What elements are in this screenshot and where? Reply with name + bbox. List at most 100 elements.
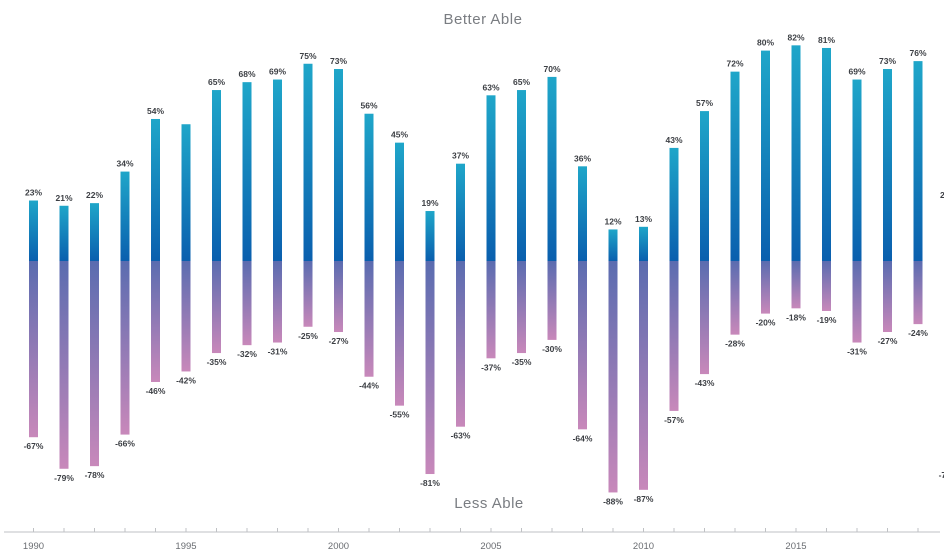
data-label-positive: 56%: [360, 101, 377, 111]
bar-negative: [639, 261, 648, 490]
bar-positive: [120, 171, 130, 261]
data-label-positive: 72%: [726, 59, 743, 69]
bar-negative: [669, 261, 679, 411]
data-label-positive: 12%: [604, 216, 621, 226]
data-label-positive: 22%: [940, 190, 944, 200]
bar-positive: [456, 163, 465, 261]
data-label-negative: -24%: [908, 328, 928, 338]
bar-negative: [913, 261, 923, 325]
data-label-positive: 43%: [665, 135, 682, 145]
data-label-negative: -28%: [725, 339, 745, 349]
data-label-negative: -20%: [756, 318, 776, 328]
x-tick-label: 1995: [175, 541, 196, 552]
data-label-positive: 82%: [787, 32, 804, 42]
bar-negative: [212, 261, 221, 354]
bar-positive: [852, 79, 862, 261]
bar-negative: [730, 261, 740, 335]
data-label-negative: -35%: [512, 357, 532, 367]
bottom-label: Less Able: [454, 495, 524, 512]
data-label-negative: -67%: [24, 441, 44, 451]
data-label-negative: -78%: [939, 470, 944, 480]
bars-group: 23% -67% 21% -79% 22% -78% 34% -66% 54% -46% -42% 6…: [24, 32, 944, 506]
bar-positive: [181, 124, 191, 262]
data-label-positive: 37%: [452, 151, 469, 161]
bar-negative: [395, 261, 404, 406]
bar-positive: [700, 111, 709, 261]
data-label-negative: -31%: [847, 347, 867, 357]
bar-negative: [761, 261, 770, 314]
x-tick-label: 2000: [328, 541, 349, 552]
data-label-positive: 34%: [116, 159, 133, 169]
bar-negative: [90, 261, 99, 467]
bar-positive: [303, 63, 313, 261]
data-label-negative: -18%: [786, 312, 806, 322]
data-label-negative: -64%: [573, 433, 593, 443]
x-tick-label: 2015: [785, 541, 806, 552]
bar-negative: [273, 261, 282, 343]
bar-positive: [761, 50, 770, 261]
bar-positive: [242, 82, 252, 261]
bar-positive: [517, 90, 526, 261]
data-label-negative: -44%: [359, 381, 379, 391]
data-label-negative: -37%: [481, 362, 501, 372]
bar-positive: [608, 229, 618, 261]
data-label-positive: 70%: [543, 64, 560, 74]
data-label-negative: -35%: [207, 357, 227, 367]
bar-negative: [852, 261, 862, 343]
bar-negative: [486, 261, 496, 359]
data-label-negative: -19%: [817, 315, 837, 325]
x-tick-label: 1990: [23, 541, 44, 552]
bar-negative: [425, 261, 435, 475]
data-label-negative: -30%: [542, 344, 562, 354]
bar-negative: [608, 261, 618, 493]
data-label-positive: 45%: [391, 130, 408, 140]
data-label-positive: 73%: [879, 56, 896, 66]
bar-positive: [59, 205, 69, 261]
data-label-positive: 76%: [909, 48, 926, 58]
x-tick-label: 2005: [480, 541, 501, 552]
bar-negative: [29, 261, 38, 438]
data-label-negative: -25%: [298, 331, 318, 341]
data-label-negative: -42%: [176, 375, 196, 385]
data-label-negative: -63%: [451, 431, 471, 441]
bar-negative: [517, 261, 526, 354]
bar-negative: [700, 261, 709, 375]
bar-positive: [273, 79, 282, 261]
data-label-negative: -32%: [237, 349, 257, 359]
bar-positive: [29, 200, 38, 261]
bar-positive: [669, 147, 679, 261]
bar-positive: [578, 166, 587, 261]
bar-positive: [547, 76, 557, 262]
data-label-negative: -88%: [603, 496, 623, 506]
bar-negative: [303, 261, 313, 327]
data-label-negative: -55%: [390, 410, 410, 420]
bar-negative: [242, 261, 252, 346]
data-label-negative: -57%: [664, 415, 684, 425]
data-label-positive: 23%: [25, 188, 42, 198]
bar-positive: [364, 113, 374, 261]
data-label-negative: -78%: [85, 470, 105, 480]
bar-positive: [913, 61, 923, 262]
bar-negative: [791, 261, 801, 309]
data-label-positive: 68%: [238, 69, 255, 79]
data-label-positive: 81%: [818, 35, 835, 45]
x-tick-label: 2010: [633, 541, 654, 552]
bar-positive: [639, 226, 648, 261]
data-label-positive: 65%: [208, 77, 225, 87]
data-label-negative: -27%: [878, 336, 898, 346]
data-label-positive: 69%: [269, 67, 286, 77]
bar-positive: [151, 118, 160, 261]
data-label-negative: -87%: [634, 494, 654, 504]
data-label-positive: 36%: [574, 153, 591, 163]
data-label-negative: -81%: [420, 478, 440, 488]
bar-negative: [334, 261, 343, 333]
bar-negative: [364, 261, 374, 377]
data-label-positive: 75%: [299, 51, 316, 61]
bar-positive: [425, 211, 435, 261]
bar-positive: [90, 203, 99, 261]
data-label-positive: 69%: [848, 67, 865, 77]
data-label-negative: -46%: [146, 386, 166, 396]
bar-negative: [578, 261, 587, 430]
data-label-positive: 65%: [513, 77, 530, 87]
